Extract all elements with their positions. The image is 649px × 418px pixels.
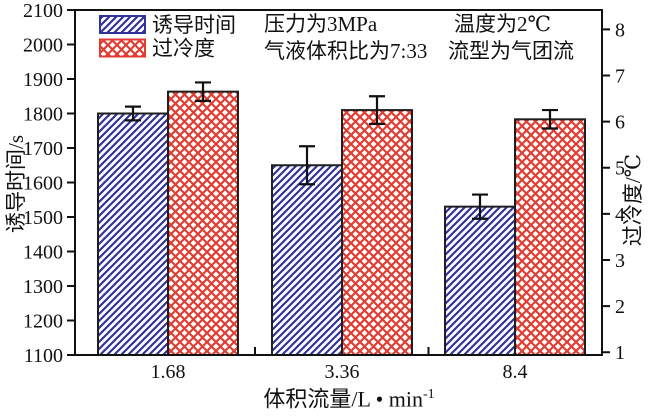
x-axis-category-label: 3.36 [325,361,360,383]
bar-induction-time-3.36 [271,164,343,356]
right-axis-tick-label: 2 [615,296,625,318]
legend-swatch-induction-time [99,15,146,34]
error-bar-induction-time-3.36 [299,145,315,186]
right-axis-title: 过冷度/℃ [620,153,645,247]
error-bar-induction-time-1.68 [125,105,141,122]
x-axis-title-superscript: -1 [423,387,435,403]
legend-swatch-subcooling [99,38,146,58]
bar-subcooling-8.4 [514,118,586,357]
error-bar-subcooling-3.36 [369,95,385,126]
x-axis-category-label: 8.4 [503,361,528,383]
left-axis-title: 诱导时间/s [3,134,28,234]
left-axis-tick-label: 1400 [23,242,63,264]
left-axis-tick-label: 2000 [23,35,63,57]
x-axis-category-label: 1.68 [151,361,186,383]
annotation-flow-pattern: 流型为气团流 [448,39,574,63]
bar-subcooling-1.68 [167,90,239,357]
left-axis-tick-label: 1100 [24,345,63,367]
bar-induction-time-1.68 [97,112,169,356]
error-bar-subcooling-1.68 [195,81,211,102]
legend-label-subcooling: 过冷度 [152,37,215,61]
left-axis-tick-label: 1600 [23,173,63,195]
right-axis-tick-label: 3 [615,250,625,272]
right-axis-tick-label: 7 [615,65,625,87]
left-axis-tick-label: 1200 [23,311,63,333]
left-axis-tick-label: 1900 [23,69,63,91]
right-axis-tick-label: 1 [615,342,625,364]
left-axis-tick-label: 1500 [23,207,63,229]
right-axis-tick-label: 6 [615,112,625,134]
right-axis-tick-label: 8 [615,19,625,41]
annotation-gas-liquid-ratio: 气液体积比为7:33 [264,39,428,63]
left-axis-tick-label: 1800 [23,104,63,126]
error-bar-induction-time-8.4 [472,193,488,220]
left-axis-tick-label: 2100 [23,0,63,22]
left-axis-tick-label: 1700 [23,138,63,160]
x-axis-title-text: 体积流量/L • min [263,386,423,412]
bar-induction-time-8.4 [444,205,516,356]
x-axis-title: 体积流量/L • min-1 [263,386,434,411]
bar-subcooling-3.36 [341,109,413,356]
annotation-temperature: 温度为2℃ [454,12,551,36]
left-axis-tick-label: 1300 [23,276,63,298]
right-axis-tick-label: 5 [615,158,625,180]
legend-label-induction-time: 诱导时间 [152,13,236,37]
error-bar-subcooling-8.4 [542,108,558,130]
annotation-pressure: 压力为3MPa [264,12,378,36]
right-axis-tick-label: 4 [615,204,625,226]
